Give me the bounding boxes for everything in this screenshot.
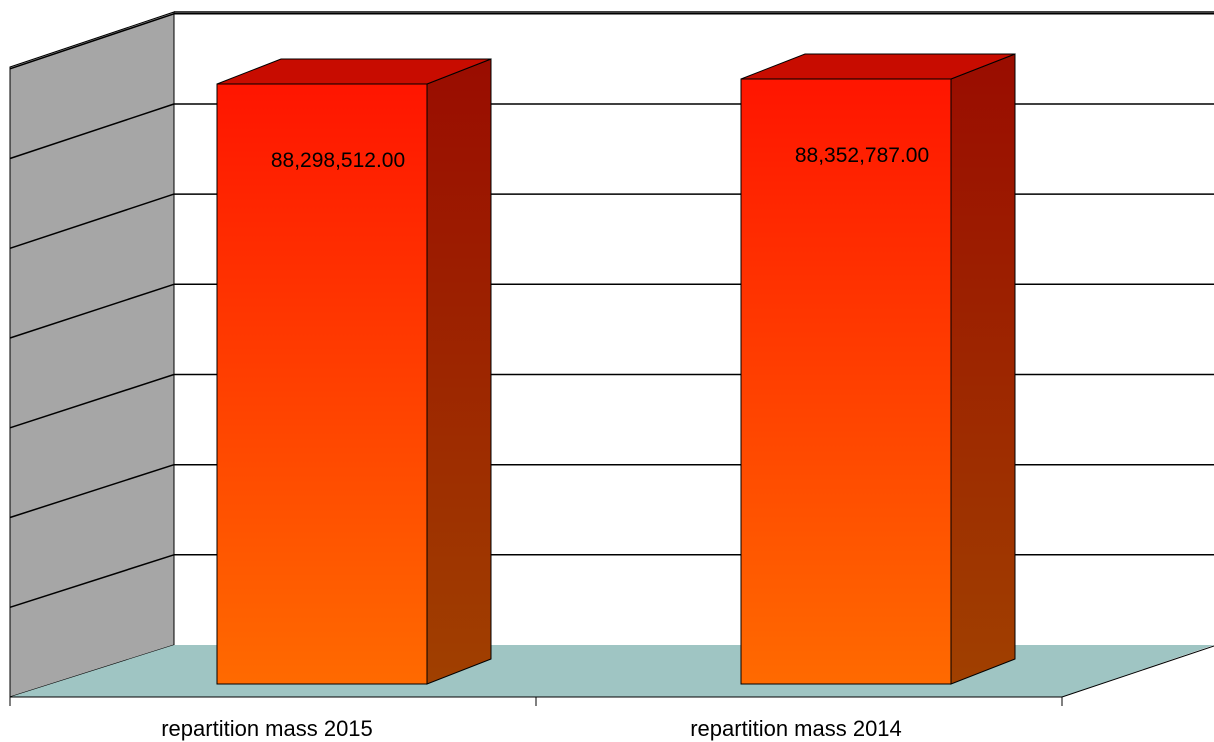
gridline-side — [9, 13, 175, 70]
floor-right-edge — [1061, 645, 1214, 698]
category-label: repartition mass 2015 — [161, 716, 373, 741]
bar: 88,298,512.00 — [216, 58, 492, 685]
gridline-side — [9, 554, 175, 609]
data-label: 88,298,512.00 — [271, 149, 405, 172]
category-label: repartition mass 2014 — [690, 716, 902, 741]
gridline-side — [9, 463, 175, 519]
bar-front — [216, 83, 428, 685]
gridline-side — [9, 373, 175, 429]
gridline-side — [9, 103, 175, 160]
bars: 88,298,512.00 88,352,787.00 — [216, 53, 1016, 685]
data-label: 88,352,787.00 — [795, 144, 929, 167]
floor — [10, 645, 1214, 697]
bar-side — [426, 58, 492, 685]
bar-side — [950, 53, 1016, 685]
side-wall — [9, 11, 175, 698]
gridline-side — [9, 283, 175, 339]
gridline-side — [9, 193, 175, 250]
bar-front — [740, 78, 952, 685]
gridlines — [9, 13, 1214, 609]
bar: 88,352,787.00 — [740, 53, 1016, 685]
